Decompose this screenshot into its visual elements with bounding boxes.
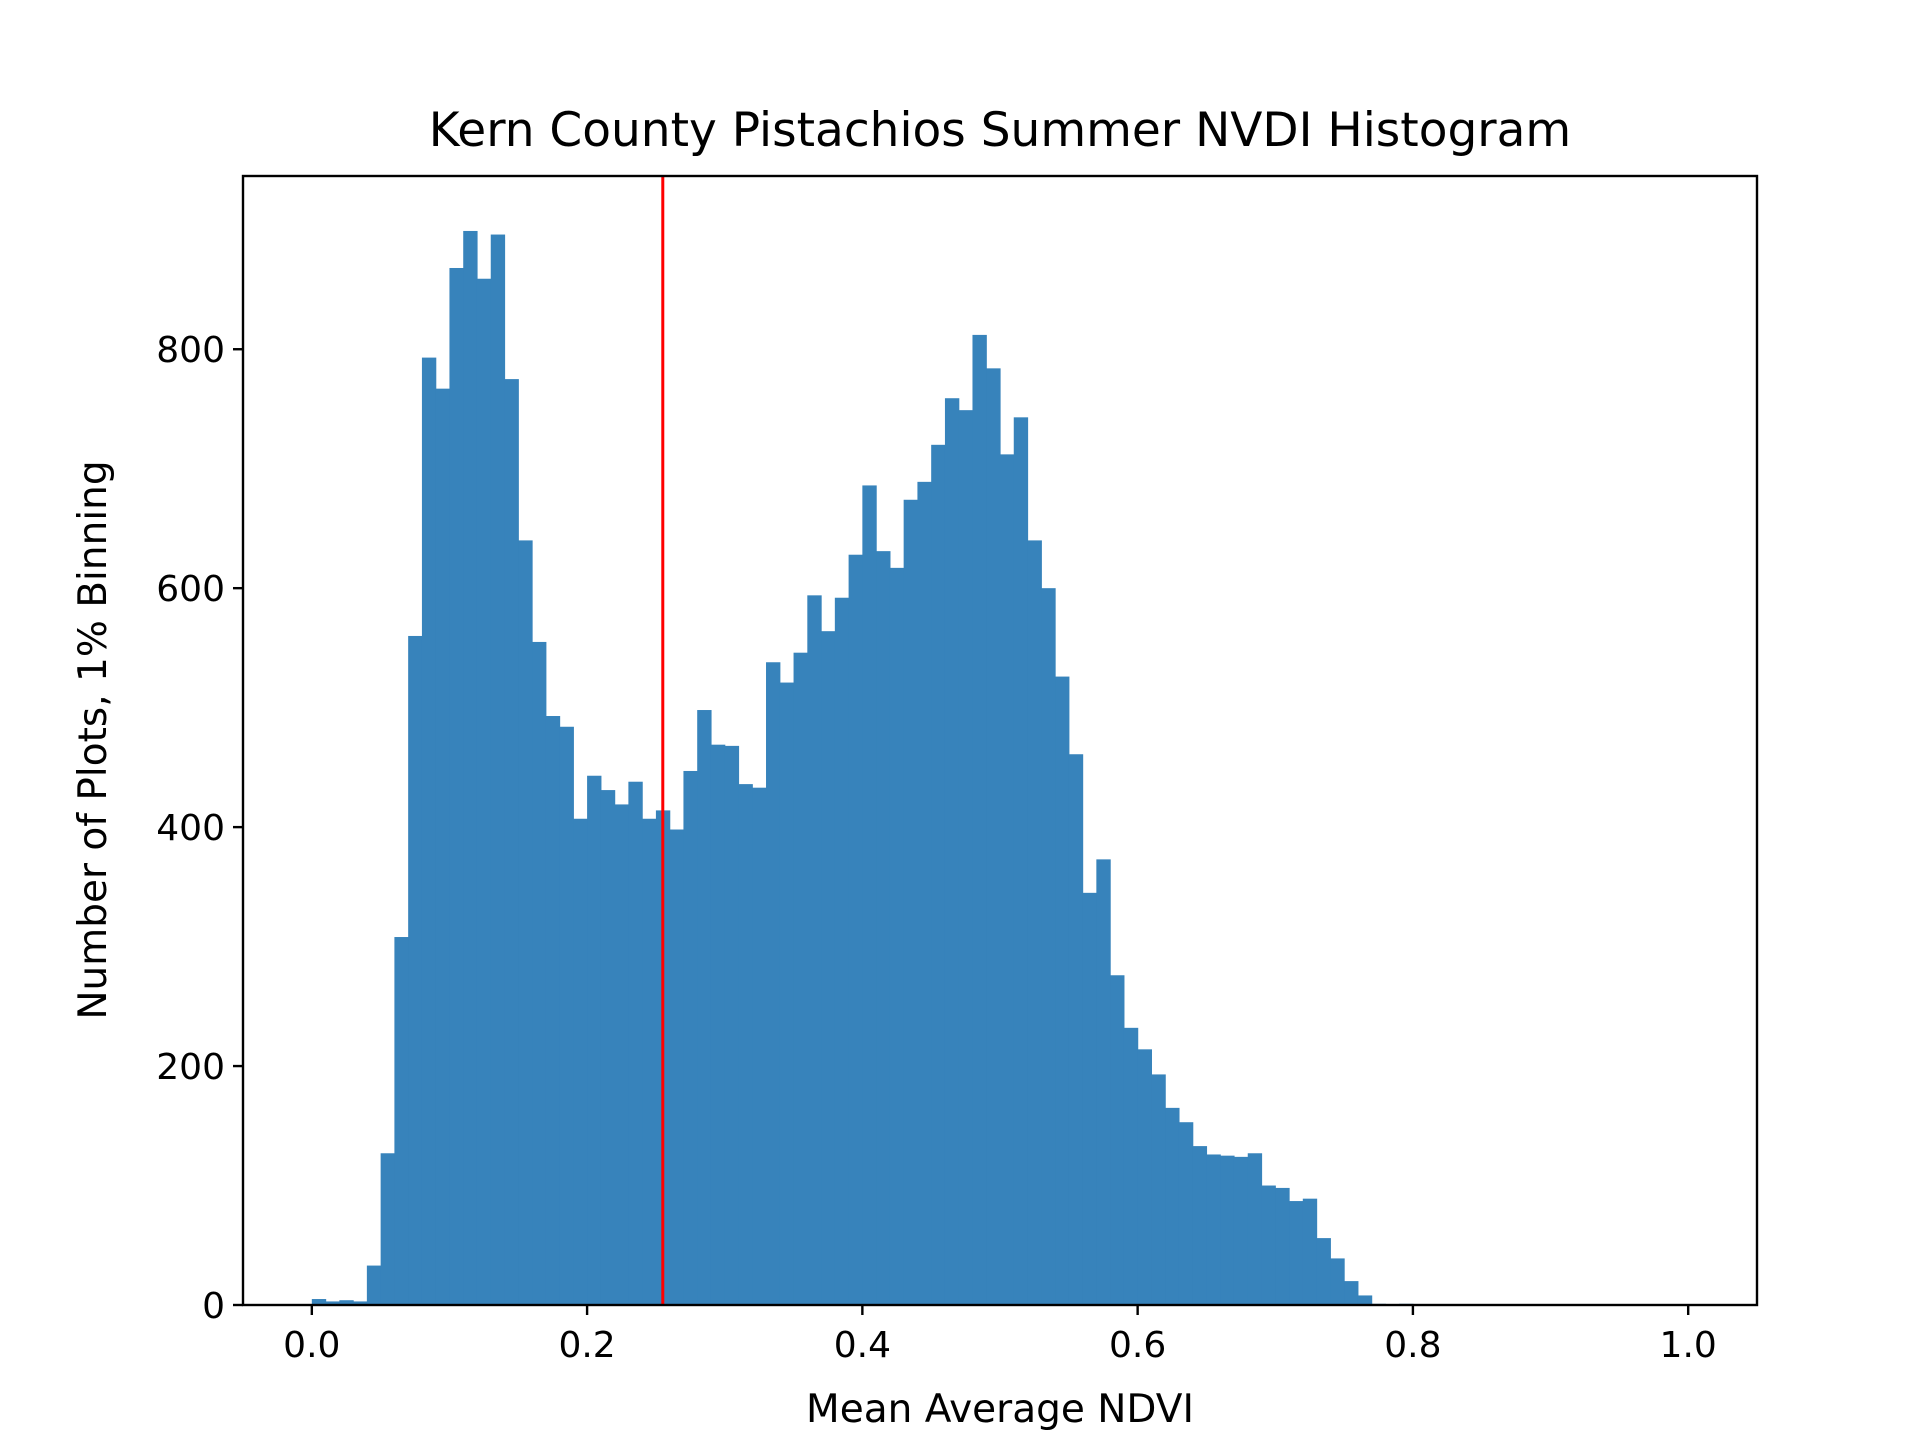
histogram-bar <box>325 1301 340 1305</box>
histogram-bar <box>1165 1107 1180 1305</box>
x-axis-label: Mean Average NDVI <box>806 1387 1194 1432</box>
histogram-bar <box>903 499 919 1305</box>
histogram-bar <box>958 410 974 1305</box>
histogram-bar <box>1178 1122 1194 1305</box>
histogram-bar <box>683 770 698 1305</box>
histogram-bar <box>1068 754 1084 1305</box>
y-axis-label: Number of Plots, 1% Binning <box>71 460 116 1019</box>
x-tick-label: 0.8 <box>1384 1325 1441 1366</box>
x-tick-label: 0.4 <box>834 1325 891 1366</box>
histogram-bar <box>1289 1201 1304 1305</box>
histogram-bar <box>1302 1198 1318 1305</box>
histogram-bar <box>463 230 478 1306</box>
histogram-bar <box>532 641 547 1305</box>
x-axis-ticks: 0.0 0.2 0.4 0.6 0.8 1.0 <box>283 1305 1717 1366</box>
x-tick-label: 0.6 <box>1109 1325 1166 1366</box>
histogram-bar <box>931 444 946 1305</box>
histogram-bar <box>1357 1295 1373 1305</box>
plot-frame <box>241 174 1759 1307</box>
histogram-bar <box>628 781 643 1305</box>
histogram-bar <box>380 1153 395 1305</box>
histogram-bar <box>339 1300 354 1305</box>
histogram-bar <box>986 368 1001 1306</box>
histogram-bar <box>1151 1074 1166 1305</box>
histogram-bar <box>1192 1146 1208 1305</box>
histogram-bar <box>559 726 574 1305</box>
histogram-bar <box>1137 1049 1152 1305</box>
histogram-bar <box>821 631 836 1305</box>
histogram-bar <box>587 775 602 1305</box>
histogram-bar <box>766 662 781 1305</box>
histogram-bar <box>1344 1281 1359 1305</box>
histogram-bar <box>1000 454 1015 1305</box>
histogram-bar <box>1220 1155 1235 1305</box>
histogram-bar <box>353 1301 368 1305</box>
histogram-bar <box>710 744 726 1305</box>
histogram-bar <box>366 1265 382 1305</box>
histogram-bar <box>972 334 987 1305</box>
histogram-bar <box>1316 1238 1331 1305</box>
histogram-bar <box>697 710 712 1305</box>
histogram-bar <box>848 554 863 1305</box>
y-axis-ticks: 0 200 400 600 800 <box>156 330 243 1327</box>
histogram-bar <box>1233 1156 1249 1305</box>
histogram-bar <box>614 804 629 1305</box>
histogram-bar <box>573 818 588 1305</box>
histogram-bar <box>490 234 506 1305</box>
y-tick-label: 800 <box>156 330 225 371</box>
histogram-bar <box>1123 1027 1139 1305</box>
histogram-bar <box>1247 1153 1263 1305</box>
histogram-bar <box>1055 676 1070 1305</box>
histogram-bar <box>1096 859 1111 1305</box>
histogram-bar <box>917 481 932 1306</box>
histogram-bar <box>1206 1154 1221 1305</box>
x-tick-label: 1.0 <box>1660 1325 1717 1366</box>
histogram-bar <box>449 267 464 1305</box>
histogram-bar <box>724 745 740 1305</box>
histogram-bar <box>834 597 850 1305</box>
histogram-bar <box>1027 540 1042 1305</box>
chart-title: Kern County Pistachios Summer NVDI Histo… <box>429 103 1571 158</box>
histogram-bar <box>876 551 891 1305</box>
histogram-bar <box>807 595 822 1305</box>
histogram-bar <box>752 787 767 1305</box>
histogram-bar <box>311 1299 327 1305</box>
histogram-bar <box>944 398 960 1306</box>
histogram-bar <box>642 818 657 1305</box>
histogram-bar <box>889 567 905 1305</box>
histogram-bar <box>669 829 685 1305</box>
histogram-bar <box>504 379 519 1306</box>
x-tick-label: 0.2 <box>558 1325 615 1366</box>
histogram-bar <box>421 357 437 1306</box>
histogram-bar <box>518 540 533 1305</box>
y-tick-label: 400 <box>156 808 225 849</box>
y-tick-label: 200 <box>156 1047 225 1088</box>
histogram-bar <box>1082 892 1097 1305</box>
histogram-bar <box>545 716 561 1305</box>
histogram-bar <box>738 784 753 1305</box>
histogram-bar <box>1041 588 1056 1305</box>
histogram-bar <box>435 388 451 1305</box>
histogram-bar <box>862 485 877 1305</box>
histogram-bar <box>1330 1258 1345 1305</box>
histogram-bar <box>394 937 409 1305</box>
histogram-bar <box>600 790 616 1305</box>
histogram-bars <box>311 230 1414 1306</box>
y-tick-label: 600 <box>156 569 225 610</box>
x-tick-label: 0.0 <box>283 1325 340 1366</box>
histogram-bar <box>408 635 423 1305</box>
histogram-bar <box>1013 417 1029 1306</box>
histogram-bar <box>793 652 808 1305</box>
y-tick-label: 0 <box>202 1286 225 1327</box>
histogram-bar <box>779 682 795 1305</box>
histogram-bar <box>1261 1185 1276 1305</box>
histogram-bar <box>1275 1187 1290 1305</box>
histogram-bar <box>1110 975 1125 1305</box>
histogram-bar <box>476 278 492 1305</box>
